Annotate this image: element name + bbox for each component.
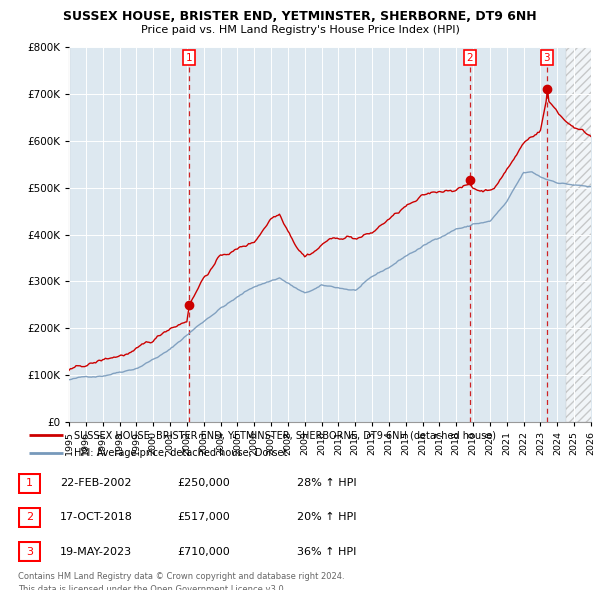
- Text: 1: 1: [26, 478, 33, 488]
- Text: This data is licensed under the Open Government Licence v3.0.: This data is licensed under the Open Gov…: [18, 585, 286, 590]
- Text: 28% ↑ HPI: 28% ↑ HPI: [297, 478, 356, 488]
- Text: HPI: Average price, detached house, Dorset: HPI: Average price, detached house, Dors…: [74, 448, 288, 458]
- FancyBboxPatch shape: [19, 474, 40, 493]
- Text: £250,000: £250,000: [177, 478, 230, 488]
- Text: 3: 3: [544, 53, 550, 63]
- Text: 19-MAY-2023: 19-MAY-2023: [60, 547, 132, 556]
- FancyBboxPatch shape: [19, 508, 40, 527]
- Text: 17-OCT-2018: 17-OCT-2018: [60, 513, 133, 522]
- Text: 36% ↑ HPI: 36% ↑ HPI: [297, 547, 356, 556]
- Text: Contains HM Land Registry data © Crown copyright and database right 2024.: Contains HM Land Registry data © Crown c…: [18, 572, 344, 581]
- Text: 22-FEB-2002: 22-FEB-2002: [60, 478, 131, 488]
- Text: £517,000: £517,000: [177, 513, 230, 522]
- Text: 3: 3: [26, 547, 33, 556]
- Text: SUSSEX HOUSE, BRISTER END, YETMINSTER, SHERBORNE, DT9 6NH: SUSSEX HOUSE, BRISTER END, YETMINSTER, S…: [63, 10, 537, 23]
- Text: £710,000: £710,000: [177, 547, 230, 556]
- Text: 2: 2: [466, 53, 473, 63]
- FancyBboxPatch shape: [19, 542, 40, 561]
- Text: SUSSEX HOUSE, BRISTER END, YETMINSTER, SHERBORNE, DT9 6NH (detached house): SUSSEX HOUSE, BRISTER END, YETMINSTER, S…: [74, 430, 496, 440]
- Text: 2: 2: [26, 513, 33, 522]
- Text: Price paid vs. HM Land Registry's House Price Index (HPI): Price paid vs. HM Land Registry's House …: [140, 25, 460, 35]
- Text: 1: 1: [186, 53, 193, 63]
- Text: 20% ↑ HPI: 20% ↑ HPI: [297, 513, 356, 522]
